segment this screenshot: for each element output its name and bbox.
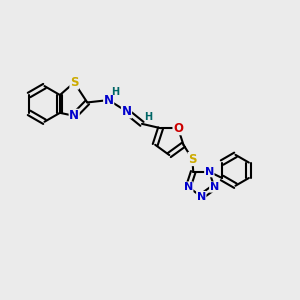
Text: N: N (205, 167, 214, 177)
Text: N: N (197, 191, 206, 202)
Text: N: N (184, 182, 193, 192)
Text: H: H (144, 112, 153, 122)
Text: N: N (104, 94, 114, 106)
Text: O: O (173, 122, 183, 135)
Text: S: S (188, 153, 196, 166)
Text: N: N (210, 182, 219, 192)
Text: H: H (111, 87, 119, 97)
Text: N: N (122, 105, 131, 118)
Text: S: S (70, 76, 78, 89)
Text: N: N (69, 109, 79, 122)
